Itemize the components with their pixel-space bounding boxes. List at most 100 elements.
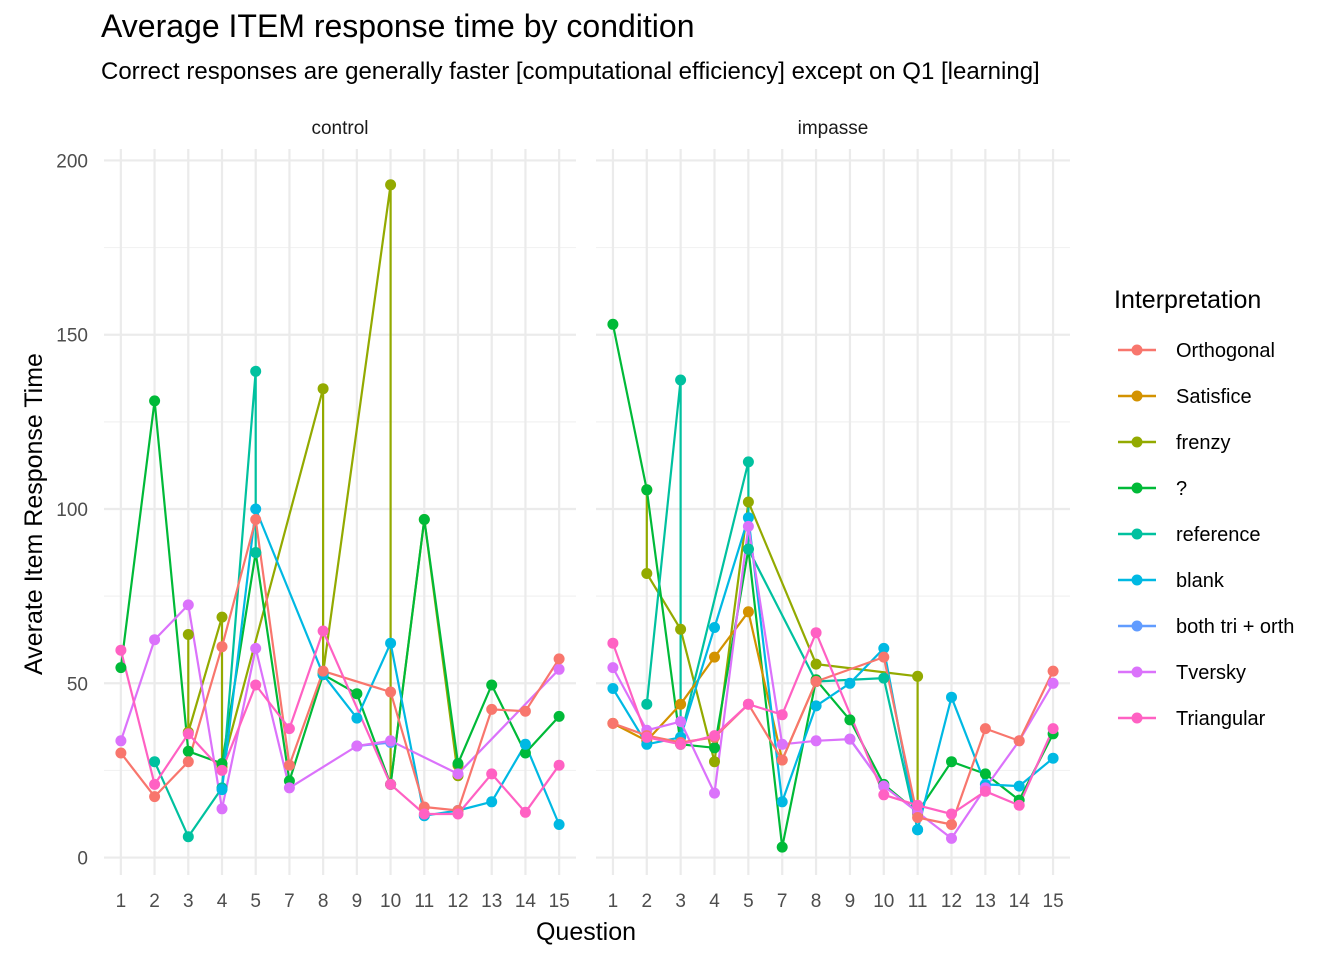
data-point-impasse-q — [979, 768, 991, 780]
x-tick-label: 12 — [941, 891, 962, 912]
data-point-impasse-tversky — [878, 780, 890, 792]
data-point-impasse-orthogonal — [1047, 665, 1059, 677]
legend-label: Satisfice — [1176, 386, 1252, 408]
series-line-control-reference — [153, 370, 257, 838]
series-points — [115, 179, 1059, 853]
legend-label: blank — [1176, 570, 1225, 592]
data-point-control-orthogonal — [182, 756, 194, 768]
data-point-impasse-blank — [776, 796, 788, 808]
y-tick-label: 200 — [56, 151, 88, 172]
data-point-impasse-orthogonal — [607, 717, 619, 729]
x-tick-label: 4 — [709, 891, 720, 912]
data-point-impasse-frenzy — [641, 568, 653, 579]
data-point-impasse-blank — [1047, 752, 1059, 764]
data-point-impasse-blank — [844, 677, 856, 689]
series-line-control-q — [119, 399, 560, 786]
data-point-control-reference — [250, 547, 262, 559]
panel-label-control: control — [311, 118, 368, 139]
chart-title: Average ITEM response time by condition — [101, 8, 695, 44]
data-point-control-orthogonal — [317, 665, 329, 677]
data-point-control-triangular — [115, 644, 127, 656]
legend-item-triangular: Triangular — [1118, 708, 1266, 730]
data-point-control-q — [115, 662, 127, 674]
y-tick-label: 150 — [56, 326, 88, 347]
data-point-impasse-orthogonal — [912, 812, 924, 823]
legend-item-both-tri-plus-orth: both tri + orth — [1118, 616, 1294, 638]
x-tick-label: 15 — [1043, 891, 1064, 912]
data-point-control-triangular — [519, 806, 531, 818]
data-point-control-blank — [351, 712, 363, 724]
legend-item-orthogonal: Orthogonal — [1118, 340, 1275, 362]
x-tick-label: 1 — [116, 891, 127, 912]
data-point-impasse-orthogonal — [1013, 735, 1025, 747]
x-tick-label: 2 — [641, 891, 652, 912]
chart-subtitle: Correct responses are generally faster [… — [101, 58, 1040, 85]
data-point-control-triangular — [385, 778, 397, 790]
x-tick-label: 9 — [352, 891, 363, 912]
legend-key-point — [1131, 390, 1143, 402]
data-point-control-q — [452, 758, 464, 769]
data-point-control-orthogonal — [283, 759, 295, 771]
data-point-control-q — [182, 745, 194, 757]
data-point-impasse-triangular — [776, 709, 788, 721]
data-point-impasse-q — [844, 714, 856, 726]
x-tick-label: 11 — [414, 891, 434, 912]
data-point-control-reference — [250, 365, 262, 377]
legend-item-tversky: Tversky — [1118, 662, 1246, 684]
data-point-impasse-q — [607, 318, 619, 330]
data-point-control-blank — [519, 738, 531, 750]
y-tick-label: 0 — [77, 849, 88, 870]
data-point-control-q — [486, 679, 498, 691]
x-tick-label: 11 — [908, 891, 928, 912]
legend-item-blank: blank — [1118, 570, 1225, 592]
data-point-impasse-frenzy — [709, 756, 720, 768]
data-point-impasse-satisfice — [675, 698, 687, 710]
data-point-impasse-tversky — [1047, 677, 1059, 689]
data-point-control-tversky — [115, 735, 127, 747]
data-point-control-blank — [385, 637, 397, 649]
data-point-control-frenzy — [385, 179, 397, 191]
data-point-impasse-triangular — [912, 799, 924, 811]
series-line-impasse-frenzy — [645, 489, 919, 814]
data-point-control-tversky — [182, 599, 194, 611]
data-point-control-triangular — [418, 808, 430, 820]
x-tick-label: 10 — [380, 891, 401, 912]
data-point-impasse-frenzy — [675, 623, 687, 635]
data-point-impasse-triangular — [742, 698, 754, 710]
panel-label-impasse: impasse — [798, 118, 869, 139]
data-point-control-q — [553, 710, 565, 722]
data-point-impasse-triangular — [675, 738, 687, 750]
legend-key-point — [1131, 574, 1143, 586]
x-tick-label: 4 — [217, 891, 228, 912]
x-tick-label: 9 — [845, 891, 856, 912]
data-point-impasse-triangular — [709, 730, 720, 742]
data-point-impasse-triangular — [607, 637, 619, 649]
x-tick-label: 3 — [675, 891, 686, 912]
data-point-control-tversky — [216, 803, 228, 815]
data-point-impasse-frenzy — [912, 670, 924, 682]
x-tick-label: 8 — [318, 891, 329, 912]
legend-key-point — [1131, 528, 1143, 540]
data-point-control-reference — [182, 831, 194, 843]
data-point-control-tversky — [452, 768, 464, 780]
data-point-control-orthogonal — [216, 641, 228, 653]
data-point-control-triangular — [452, 808, 464, 820]
grid-layer — [104, 149, 1070, 875]
data-point-control-frenzy — [216, 611, 228, 623]
legend-item-satisfice: Satisfice — [1118, 386, 1252, 408]
data-point-control-triangular — [182, 728, 194, 740]
data-point-impasse-blank — [607, 683, 619, 694]
data-point-impasse-triangular — [641, 731, 653, 743]
y-tick-label: 50 — [67, 674, 88, 695]
legend-item-q: ? — [1118, 478, 1187, 500]
data-point-control-q — [351, 688, 363, 700]
data-point-impasse-q — [946, 756, 957, 768]
x-tick-label: 7 — [284, 891, 295, 912]
data-point-impasse-reference — [742, 543, 754, 555]
data-point-control-tversky — [149, 634, 161, 646]
data-point-control-triangular — [216, 764, 228, 776]
data-point-control-blank — [250, 503, 262, 515]
data-point-control-tversky — [283, 782, 295, 794]
legend-title: Interpretation — [1114, 286, 1261, 314]
data-point-control-orthogonal — [519, 705, 531, 717]
